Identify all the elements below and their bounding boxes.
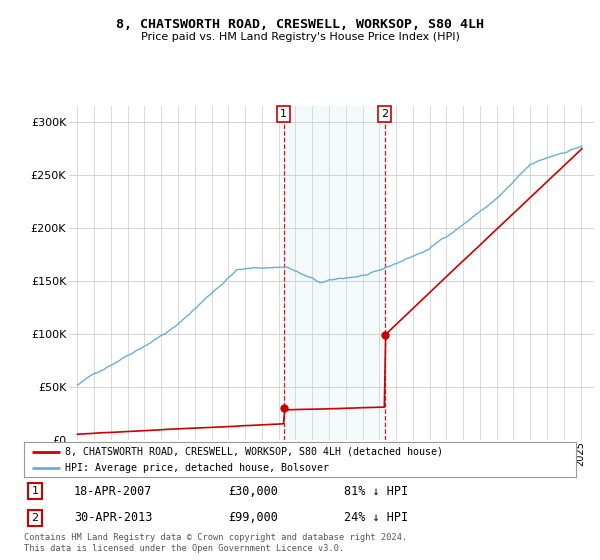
Text: 24% ↓ HPI: 24% ↓ HPI	[344, 511, 408, 524]
Text: £30,000: £30,000	[228, 485, 278, 498]
Text: 81% ↓ HPI: 81% ↓ HPI	[344, 485, 408, 498]
Text: 30-APR-2013: 30-APR-2013	[74, 511, 152, 524]
Text: 18-APR-2007: 18-APR-2007	[74, 485, 152, 498]
Text: 1: 1	[280, 109, 287, 119]
Text: HPI: Average price, detached house, Bolsover: HPI: Average price, detached house, Bols…	[65, 463, 329, 473]
Text: 8, CHATSWORTH ROAD, CRESWELL, WORKSOP, S80 4LH: 8, CHATSWORTH ROAD, CRESWELL, WORKSOP, S…	[116, 18, 484, 31]
Text: Contains HM Land Registry data © Crown copyright and database right 2024.
This d: Contains HM Land Registry data © Crown c…	[24, 533, 407, 553]
Text: Price paid vs. HM Land Registry's House Price Index (HPI): Price paid vs. HM Land Registry's House …	[140, 32, 460, 43]
Text: 2: 2	[381, 109, 388, 119]
Text: 8, CHATSWORTH ROAD, CRESWELL, WORKSOP, S80 4LH (detached house): 8, CHATSWORTH ROAD, CRESWELL, WORKSOP, S…	[65, 447, 443, 457]
Text: £99,000: £99,000	[228, 511, 278, 524]
Text: 1: 1	[32, 486, 38, 496]
Text: 2: 2	[31, 513, 38, 523]
Bar	[284, 106, 385, 440]
